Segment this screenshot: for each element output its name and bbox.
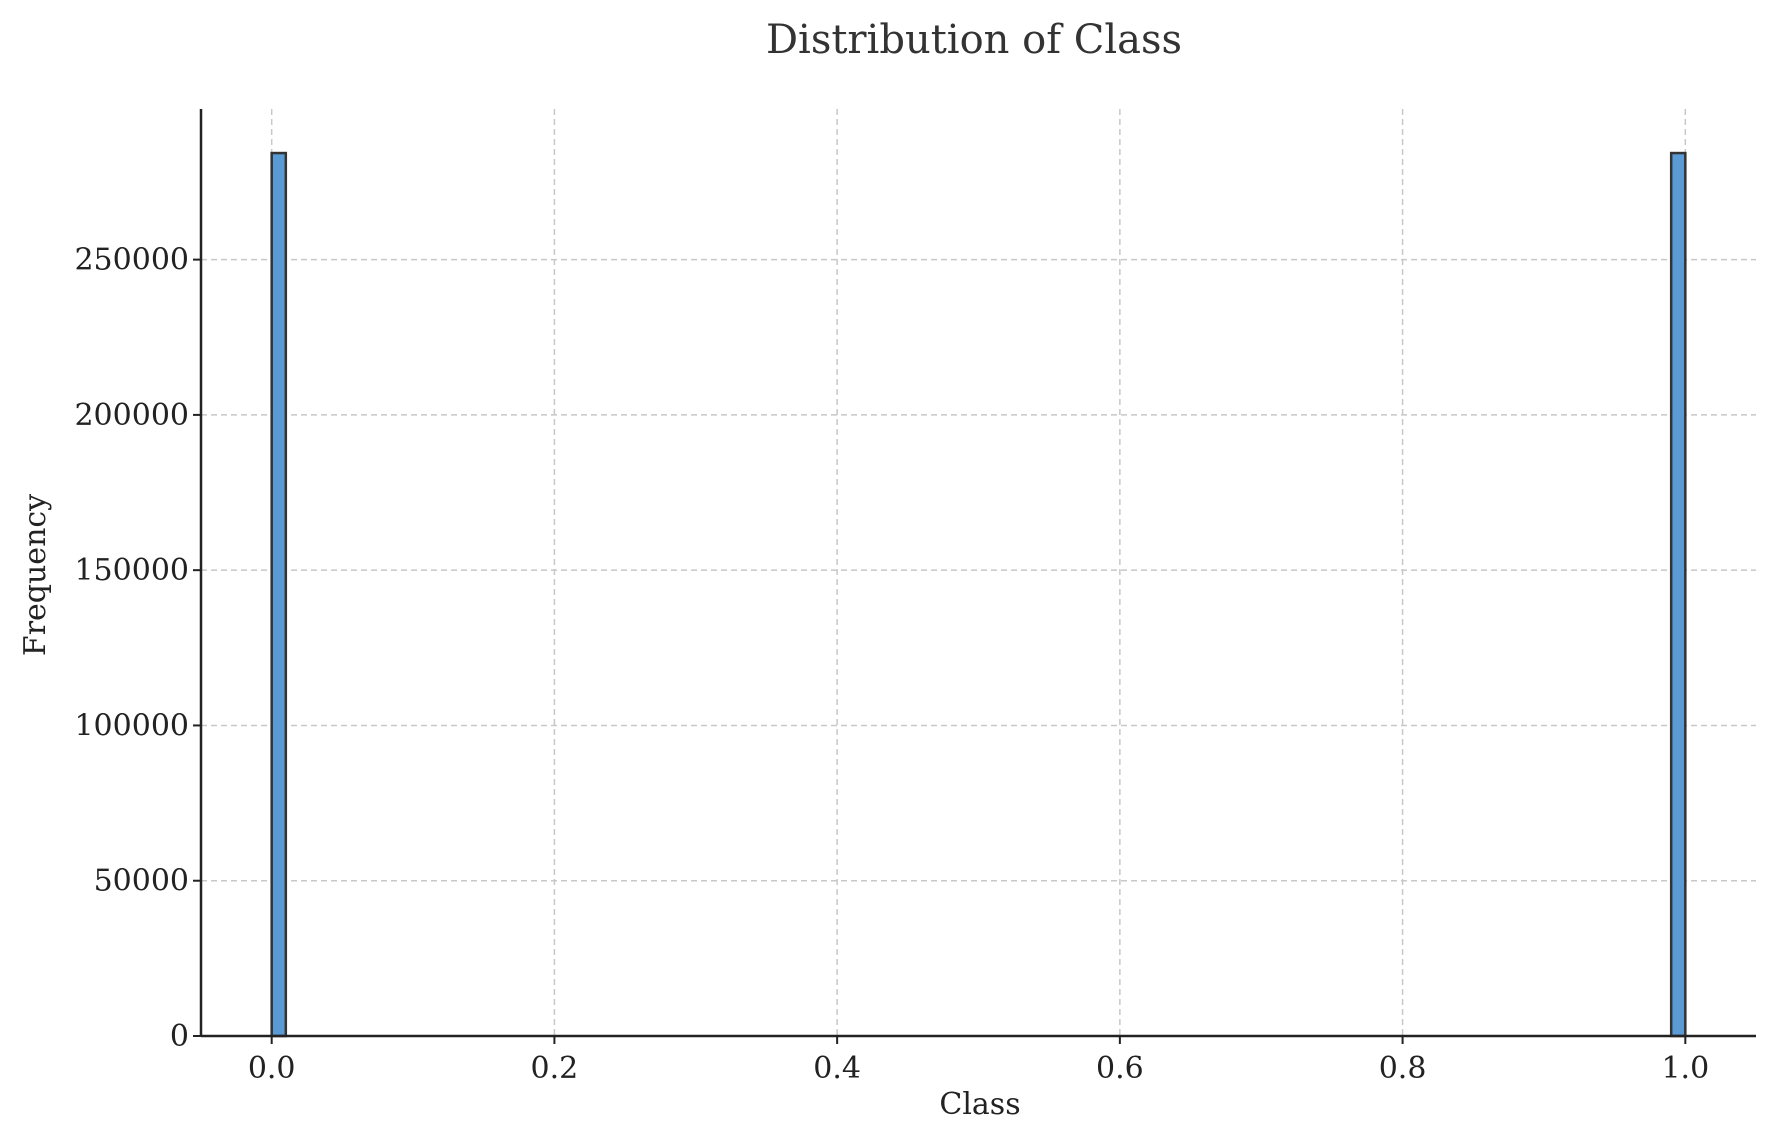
y-tick-label-4: 200000 <box>74 398 189 433</box>
bar-0 <box>270 151 288 1038</box>
y-tick-label-5: 250000 <box>74 243 189 278</box>
chart-title: Distribution of Class <box>766 17 1182 63</box>
x-tick-label-2: 0.4 <box>813 1051 861 1086</box>
y-tick-label-3: 150000 <box>74 553 189 588</box>
y-tick-label-1: 50000 <box>94 864 189 899</box>
bars <box>270 151 1687 1038</box>
x-tick-label-1: 0.2 <box>531 1051 579 1086</box>
x-tick-label-5: 1.0 <box>1661 1051 1709 1086</box>
x-tick-label-3: 0.6 <box>1096 1051 1144 1086</box>
bar-1 <box>1669 151 1687 1038</box>
y-axis-ticks: 0 50000 100000 150000 200000 250000 <box>74 243 201 1054</box>
x-tick-label-4: 0.8 <box>1379 1051 1427 1086</box>
x-axis-ticks: 0.0 0.2 0.4 0.6 0.8 1.0 <box>248 1036 1709 1086</box>
x-axis-label: Class <box>939 1087 1020 1122</box>
y-tick-label-2: 100000 <box>74 708 189 743</box>
x-tick-label-0: 0.0 <box>248 1051 296 1086</box>
y-axis-label: Frequency <box>18 494 53 656</box>
grid-lines <box>201 109 1756 1036</box>
y-tick-label-0: 0 <box>170 1019 189 1054</box>
